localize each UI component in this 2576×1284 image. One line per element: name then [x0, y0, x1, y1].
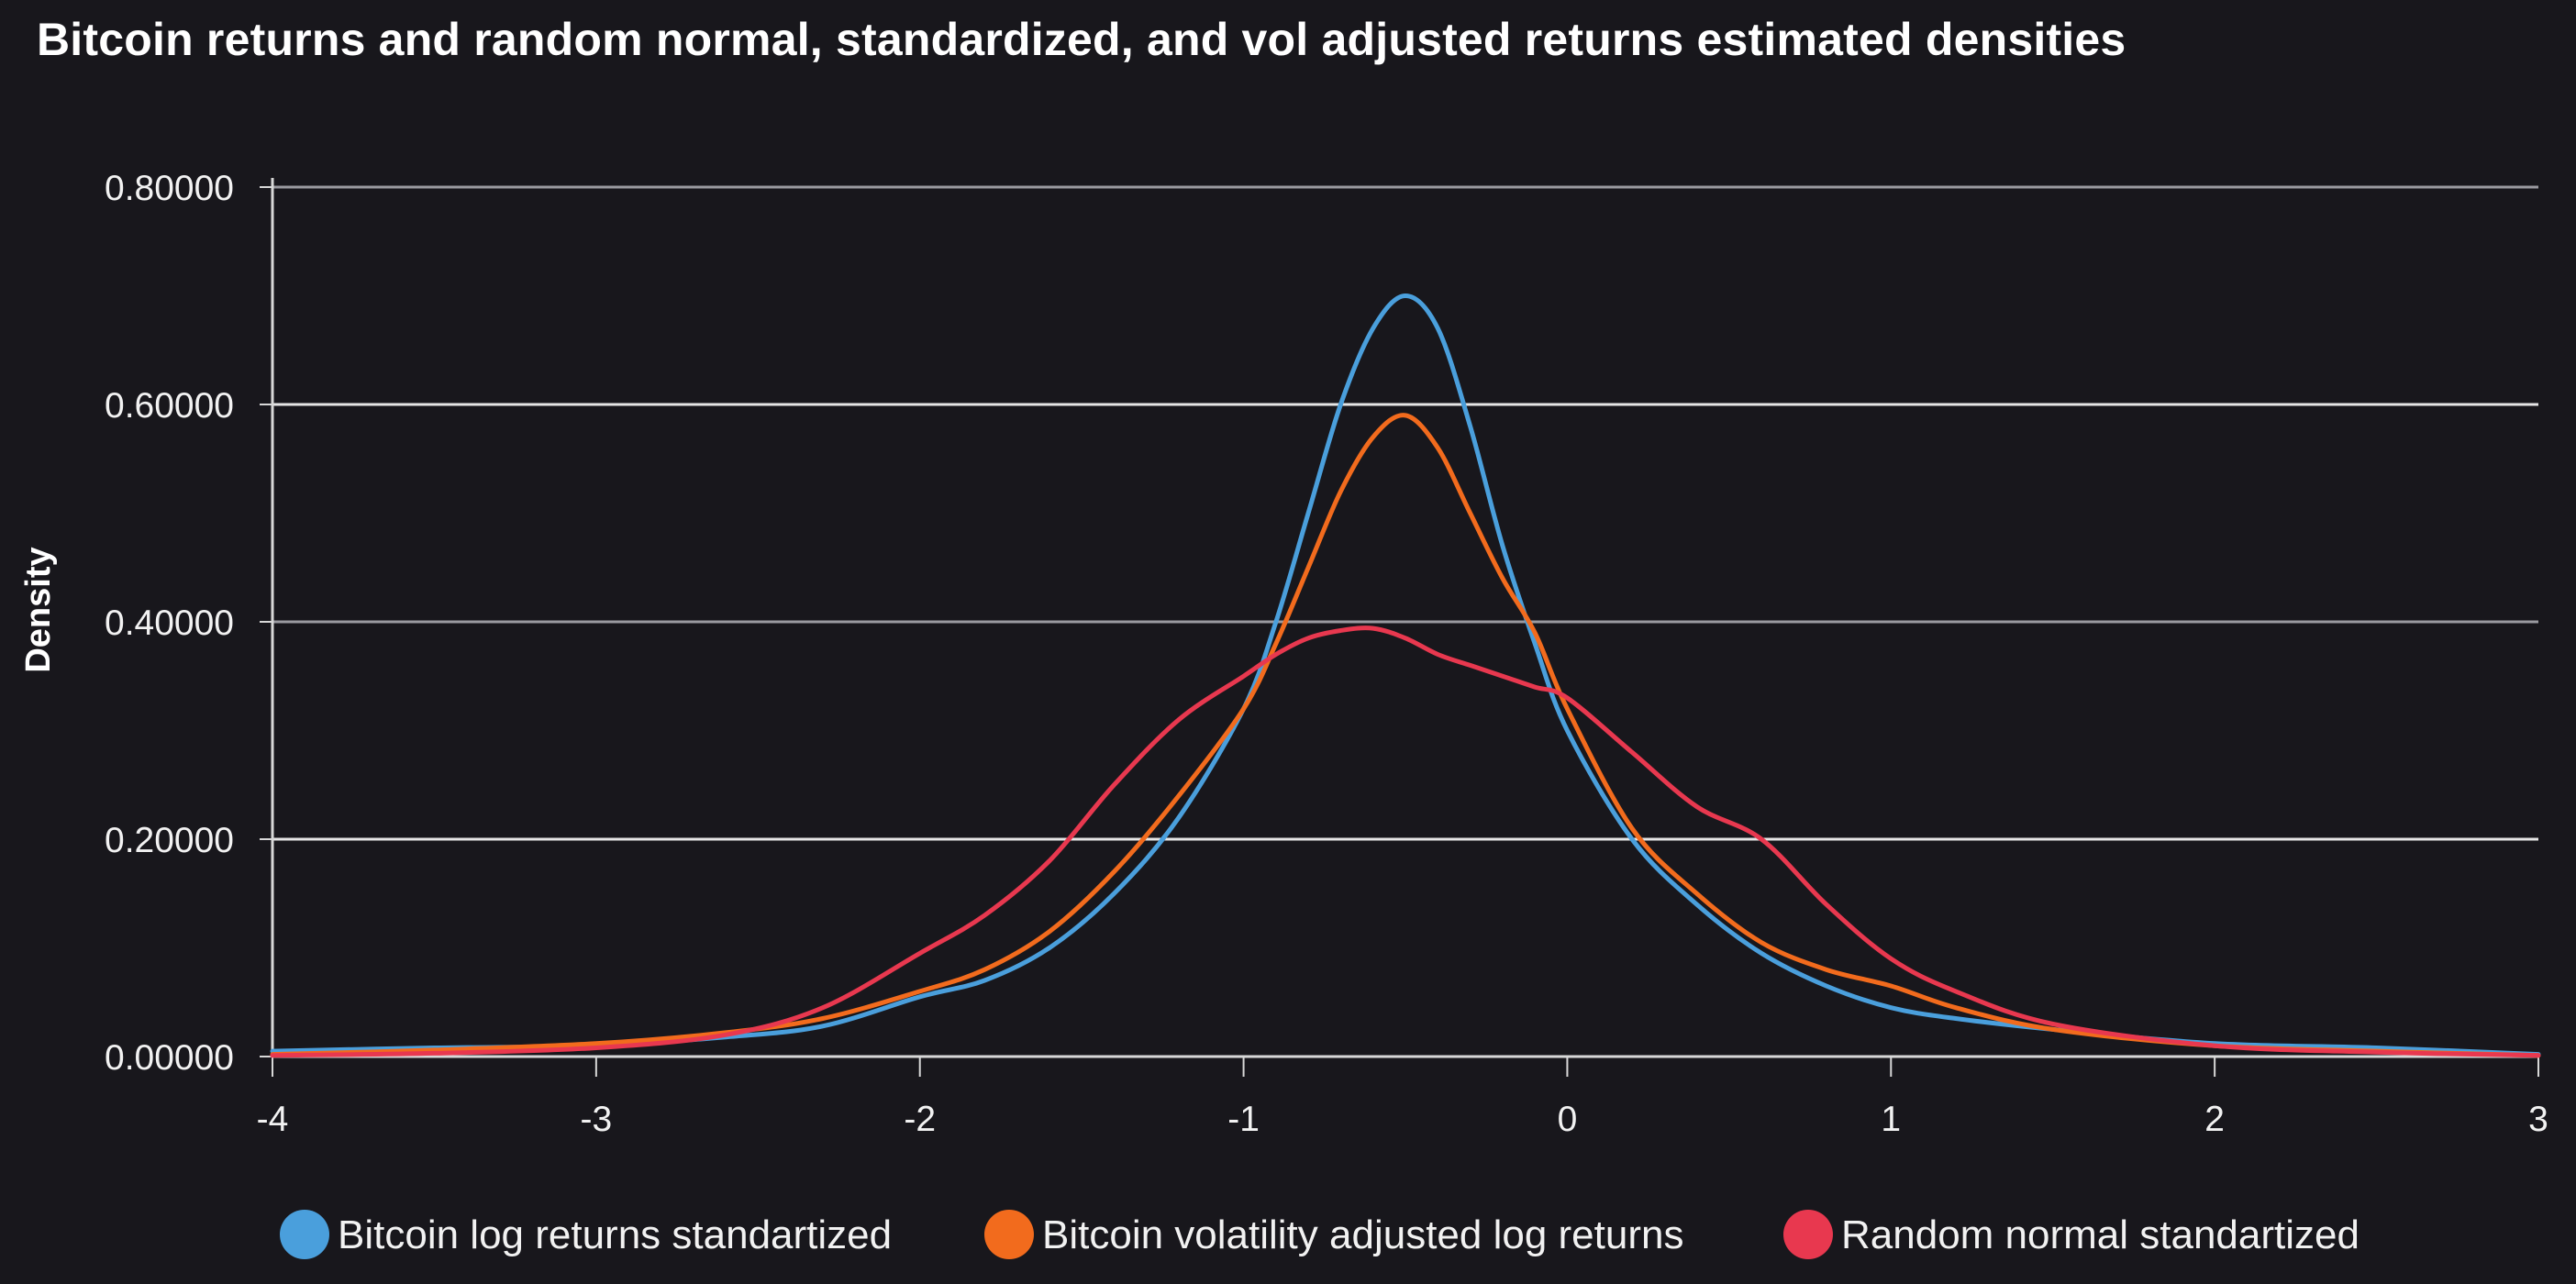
y-tick-label: 0.80000: [105, 169, 234, 208]
x-tick-label: 1: [1881, 1100, 1901, 1139]
legend-item-random-normal-standartized[interactable]: Random normal standartized: [1783, 1210, 2359, 1259]
legend-swatch: [280, 1210, 329, 1259]
chart-title: Bitcoin returns and random normal, stand…: [37, 14, 2126, 65]
x-tick-label: 2: [2204, 1100, 2225, 1139]
series-lines: [270, 293, 2541, 1058]
y-axis-label: Density: [19, 547, 58, 672]
y-tick-label: 0.40000: [105, 603, 234, 643]
legend-swatch: [984, 1210, 1034, 1259]
legend: Bitcoin log returns standartized Bitcoin …: [280, 1210, 2359, 1259]
x-tick-label: 0: [1558, 1100, 1578, 1139]
legend-label: Bitcoin volatility adjusted log returns: [1042, 1212, 1683, 1257]
y-tick-label: 0.60000: [105, 386, 234, 426]
legend-label: Random normal standartized: [1841, 1212, 2359, 1257]
series-line-bitcoin-log-returns-standartized: [270, 293, 2541, 1057]
axes: 0.00000 0.20000 0.40000 0.60000 0.80000 -4 -3 -…: [105, 169, 2548, 1139]
series-line-random-normal-standartized: [270, 625, 2541, 1058]
gridlines: [272, 185, 2538, 841]
y-tick-label: 0.20000: [105, 821, 234, 860]
legend-swatch: [1783, 1210, 1833, 1259]
x-tick-label: -4: [257, 1100, 289, 1139]
series-line-bitcoin-volatility-adjusted-log-returns: [270, 413, 2541, 1058]
x-tick-label: -2: [904, 1100, 936, 1139]
legend-label: Bitcoin log returns standartized: [338, 1212, 892, 1257]
x-tick-label: 3: [2528, 1100, 2548, 1139]
x-tick-label: -1: [1227, 1100, 1260, 1139]
legend-item-bitcoin-log-returns-standartized[interactable]: Bitcoin log returns standartized: [280, 1210, 892, 1259]
y-tick-label: 0.00000: [105, 1038, 234, 1078]
legend-item-bitcoin-volatility-adjusted-log-returns[interactable]: Bitcoin volatility adjusted log returns: [984, 1210, 1683, 1259]
x-tick-label: -3: [581, 1100, 613, 1139]
